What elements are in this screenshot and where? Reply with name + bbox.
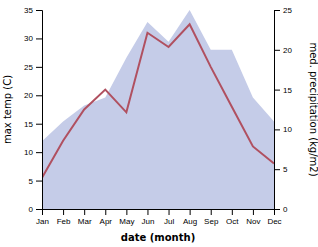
y2-tick-mark [274, 209, 280, 210]
y2-tick-label: 10 [283, 125, 292, 134]
y2-tick: 5 [274, 165, 288, 174]
x-tick: Jul [164, 209, 174, 226]
y2-tick-mark [274, 10, 280, 11]
x-axis-line [43, 210, 275, 216]
y-tick-mark [36, 124, 42, 125]
y2-tick-label: 15 [283, 86, 292, 95]
y2-tick: 10 [274, 125, 292, 134]
y-tick-mark [36, 67, 42, 68]
y2-tick: 20 [274, 46, 292, 55]
y-tick-mark [36, 95, 42, 96]
y2-tick: 15 [274, 86, 292, 95]
x-tick-mark [126, 209, 127, 215]
x-tick-mark [84, 209, 85, 215]
x-tick: Apr [100, 209, 113, 226]
x-tick-label: Jan [36, 217, 49, 226]
x-tick: Oct [226, 209, 239, 226]
x-tick-label: Jul [164, 217, 174, 226]
x-tick-mark [169, 209, 170, 215]
y-tick-mark [36, 209, 42, 210]
x-tick: Aug [183, 209, 197, 226]
x-tick-label: May [119, 217, 134, 226]
y-tick-label: 30 [24, 34, 33, 43]
x-tick: Feb [57, 209, 71, 226]
y-axis-line [36, 11, 43, 210]
y2-axis: 0 5 10 15 20 25 [274, 6, 292, 214]
x-tick-label: Aug [183, 217, 197, 226]
x-tick-label: Sep [204, 217, 219, 226]
y2-tick-mark [274, 90, 280, 91]
x-tick-label: Nov [246, 217, 260, 226]
y-tick-label: 10 [24, 148, 33, 157]
x-tick: Sep [204, 209, 219, 226]
y-tick-mark [36, 181, 42, 182]
x-tick-label: Apr [100, 217, 113, 226]
chart: JanFebMarAprMayJunJulAugSepOctNovDec0510… [0, 0, 318, 247]
precipitation-area [42, 10, 274, 209]
y-tick-label: 35 [24, 6, 33, 15]
y-tick: 25 [24, 63, 42, 72]
y-axis: 0 5 10 15 20 25 30 35 [24, 6, 42, 214]
x-tick-label: Dec [267, 217, 281, 226]
y2-tick-label: 0 [283, 205, 288, 214]
y2-tick: 25 [274, 6, 292, 15]
y-tick: 20 [24, 91, 42, 100]
y-tick: 10 [24, 148, 42, 157]
x-tick: Jan [36, 209, 49, 226]
y-axis-title: max temp (C) [2, 75, 13, 144]
y-tick: 15 [24, 120, 42, 129]
y-tick-label: 15 [24, 120, 33, 129]
y2-tick: 0 [274, 205, 288, 214]
y2-tick-mark [274, 129, 280, 130]
x-tick-label: Jun [142, 217, 155, 226]
x-tick-mark [211, 209, 212, 215]
x-tick: May [119, 209, 134, 226]
y-tick-label: 25 [24, 63, 33, 72]
plot: JanFebMarAprMayJunJulAugSepOctNovDec0510… [24, 6, 292, 226]
x-tick-mark [147, 209, 148, 215]
marks [42, 10, 274, 209]
x-axis: Jan Feb Mar Apr May Jun Jul Aug Sep Oct Nov Dec [36, 209, 282, 226]
x-tick-mark [232, 209, 233, 215]
y2-tick-mark [274, 50, 280, 51]
x-tick-mark [63, 209, 64, 215]
y2-tick-label: 20 [283, 46, 292, 55]
temperature-line [42, 24, 274, 178]
y-tick-label: 0 [29, 205, 34, 214]
x-tick-mark [253, 209, 254, 215]
x-tick-label: Feb [57, 217, 71, 226]
y-tick-mark [36, 152, 42, 153]
y-tick: 30 [24, 34, 42, 43]
y-tick-mark [36, 38, 42, 39]
x-tick: Jun [142, 209, 155, 226]
y-tick: 35 [24, 6, 42, 15]
y-tick-label: 5 [29, 177, 34, 186]
x-tick-mark [190, 209, 191, 215]
y2-tick-mark [274, 169, 280, 170]
y2-tick-label: 5 [283, 165, 288, 174]
x-tick: Mar [78, 209, 92, 226]
y2-tick-label: 25 [283, 6, 292, 15]
x-tick-mark [105, 209, 106, 215]
y-tick: 0 [29, 205, 42, 214]
x-axis-title: date (month) [121, 232, 195, 243]
y2-axis-title: med. precipitation (kg/m2) [308, 42, 318, 176]
x-tick-label: Oct [226, 217, 239, 226]
y-tick: 5 [29, 177, 42, 186]
x-tick: Nov [246, 209, 260, 226]
y-tick-mark [36, 10, 42, 11]
y2-axis-line [275, 11, 281, 210]
x-tick-label: Mar [78, 217, 92, 226]
x-tick: Dec [267, 209, 281, 226]
y-tick-label: 20 [24, 91, 33, 100]
